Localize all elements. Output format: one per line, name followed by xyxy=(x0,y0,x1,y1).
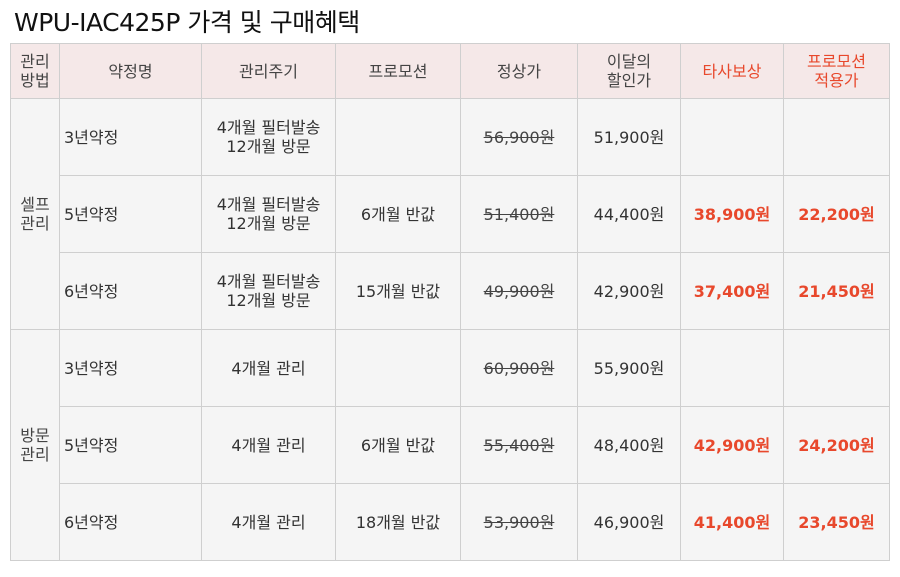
plan-cell: 6년약정 xyxy=(59,252,202,330)
trade-in-price-cell xyxy=(680,98,784,176)
trade-in-price-cell: 42,900원 xyxy=(680,406,784,484)
plan-cell: 5년약정 xyxy=(59,175,202,253)
trade-in-price-cell: 37,400원 xyxy=(680,252,784,330)
header-discount: 이달의 할인가 xyxy=(577,43,681,99)
promo-price-cell: 22,200원 xyxy=(783,175,890,253)
header-regular: 정상가 xyxy=(460,43,578,99)
discount-price-cell: 48,400원 xyxy=(577,406,681,484)
header-method: 관리 방법 xyxy=(10,43,60,99)
cycle-cell: 4개월 필터발송 12개월 방문 xyxy=(201,175,336,253)
regular-price-cell: 60,900원 xyxy=(460,329,578,407)
regular-price-cell: 51,400원 xyxy=(460,175,578,253)
cycle-cell: 4개월 관리 xyxy=(201,483,336,561)
header-cycle: 관리주기 xyxy=(201,43,336,99)
table-row: 방문 관리 3년약정 4개월 관리 60,900원 55,900원 xyxy=(10,329,890,561)
header-promo: 프로모션 xyxy=(335,43,461,99)
discount-price-cell: 42,900원 xyxy=(577,252,681,330)
cycle-cell: 4개월 관리 xyxy=(201,329,336,407)
promo-cell: 18개월 반값 xyxy=(335,483,461,561)
table-row: 5년약정 4개월 관리 6개월 반값 55,400원 48,400원 42,90… xyxy=(11,406,890,484)
cycle-cell: 4개월 관리 xyxy=(201,406,336,484)
trade-in-price-cell: 41,400원 xyxy=(680,483,784,561)
discount-price-cell: 51,900원 xyxy=(577,98,681,176)
regular-price-cell: 49,900원 xyxy=(460,252,578,330)
plan-cell: 3년약정 xyxy=(59,329,202,407)
plan-cell: 3년약정 xyxy=(59,98,202,176)
plan-cell: 5년약정 xyxy=(59,406,202,484)
plan-cell: 6년약정 xyxy=(59,483,202,561)
header-promo-price: 프로모션 적용가 xyxy=(783,43,890,99)
table-row: 6년약정 4개월 필터발송 12개월 방문 15개월 반값 49,900원 42,… xyxy=(11,252,890,330)
promo-cell: 15개월 반값 xyxy=(335,252,461,330)
promo-price-cell: 24,200원 xyxy=(783,406,890,484)
trade-in-price-cell xyxy=(680,329,784,407)
table-row: 6년약정 4개월 관리 18개월 반값 53,900원 46,900원 41,4… xyxy=(11,483,890,561)
table-row: 5년약정 4개월 필터발송 12개월 방문 6개월 반값 51,400원 44,4… xyxy=(11,175,890,253)
promo-cell xyxy=(335,329,461,407)
trade-in-price-cell: 38,900원 xyxy=(680,175,784,253)
discount-price-cell: 46,900원 xyxy=(577,483,681,561)
header-plan: 약정명 xyxy=(59,43,202,99)
header-row: 관리 방법 약정명 관리주기 프로모션 정상가 이달의 할인가 타사보상 프로모션 적… xyxy=(10,43,890,99)
promo-cell: 6개월 반값 xyxy=(335,406,461,484)
cycle-cell: 4개월 필터발송 12개월 방문 xyxy=(201,98,336,176)
page-title: WPU-IAC425P 가격 및 구매혜택 xyxy=(14,8,360,37)
discount-price-cell: 55,900원 xyxy=(577,329,681,407)
method-cell-self: 셀프 관리 xyxy=(10,98,60,330)
header-trade-in: 타사보상 xyxy=(680,43,784,99)
price-table: 관리 방법 약정명 관리주기 프로모션 정상가 이달의 할인가 타사보상 프로모션 적… xyxy=(10,43,890,561)
regular-price-cell: 55,400원 xyxy=(460,406,578,484)
promo-price-cell xyxy=(783,98,890,176)
promo-price-cell xyxy=(783,329,890,407)
cycle-cell: 4개월 필터발송 12개월 방문 xyxy=(201,252,336,330)
regular-price-cell: 56,900원 xyxy=(460,98,578,176)
promo-price-cell: 23,450원 xyxy=(783,483,890,561)
discount-price-cell: 44,400원 xyxy=(577,175,681,253)
table-row: 셀프 관리 3년약정 4개월 필터발송 12개월 방문 56,900원 51,900… xyxy=(10,98,890,330)
promo-cell xyxy=(335,98,461,176)
regular-price-cell: 53,900원 xyxy=(460,483,578,561)
promo-price-cell: 21,450원 xyxy=(783,252,890,330)
promo-cell: 6개월 반값 xyxy=(335,175,461,253)
method-cell-visit: 방문 관리 xyxy=(10,329,60,561)
